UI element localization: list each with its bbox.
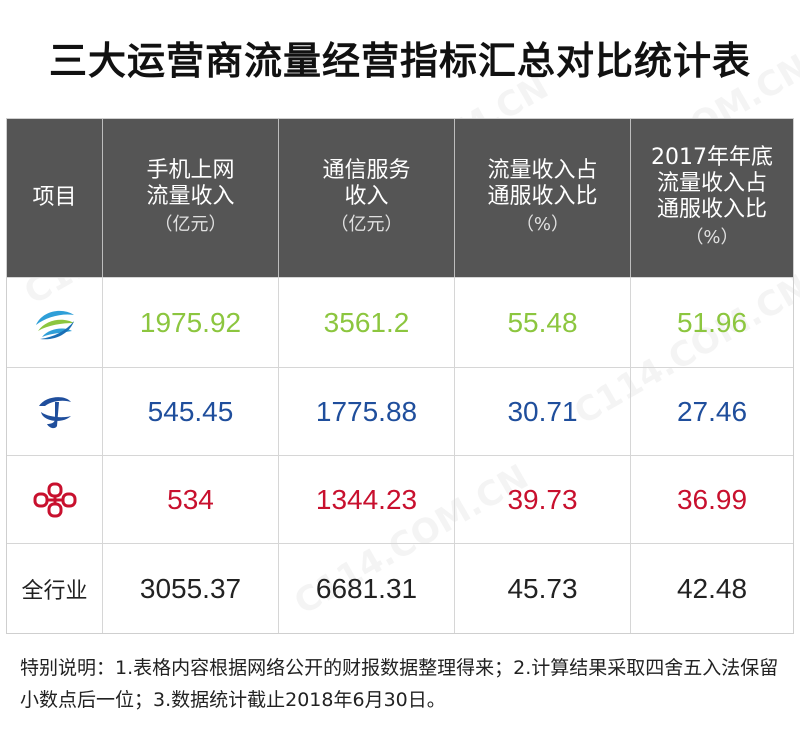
header-unit: （亿元） <box>330 214 403 235</box>
footnote: 特别说明：1.表格内容根据网络公开的财报数据整理得来；2.计算结果采取四舍五入法… <box>20 657 779 711</box>
table-row: 全行业 3055.37 6681.31 45.73 42.48 <box>7 543 793 633</box>
cell-value: 42.48 <box>676 572 748 604</box>
header-line: 2017年年底 <box>651 145 773 170</box>
header-mobile-data-revenue: 手机上网 流量收入 （亿元） <box>103 119 279 277</box>
row-logo <box>7 278 103 367</box>
table-header: 项目 手机上网 流量收入 （亿元） 通信服务 收入 （亿元） 流量收入占 通服收… <box>7 119 793 277</box>
cell-value: 27.46 <box>676 395 748 427</box>
cell-value: 36.99 <box>676 483 748 515</box>
comparison-table: 项目 手机上网 流量收入 （亿元） 通信服务 收入 （亿元） 流量收入占 通服收… <box>6 118 794 634</box>
header-item: 项目 <box>7 119 103 277</box>
header-service-revenue: 通信服务 收入 （亿元） <box>279 119 455 277</box>
header-unit: （%） <box>515 214 570 235</box>
row-logo <box>7 368 103 455</box>
china-unicom-logo-icon <box>33 482 76 517</box>
header-line: 手机上网 <box>146 158 235 183</box>
table-row: 1975.92 3561.2 55.48 51.96 <box>7 277 793 367</box>
header-line: 通信服务 <box>322 158 411 183</box>
header-unit: （亿元） <box>154 214 227 235</box>
header-line: 通服收入比 <box>487 184 598 209</box>
cell-value: 1775.88 <box>279 368 455 455</box>
header-line: 收入 <box>344 184 389 209</box>
cell-value: 6681.31 <box>279 544 455 633</box>
cell-value: 45.73 <box>455 544 631 633</box>
header-ratio-2017: 2017年年底 流量收入占 通服收入比 （%） <box>631 119 793 277</box>
cell-value: 545.45 <box>103 368 279 455</box>
table-row: 545.45 1775.88 30.71 27.46 <box>7 367 793 455</box>
cell-value: 39.73 <box>455 456 631 543</box>
cell-value: 1344.23 <box>279 456 455 543</box>
cell-value: 534 <box>103 456 279 543</box>
table-row: 534 1344.23 39.73 36.99 <box>7 455 793 543</box>
header-line: 流量收入 <box>146 184 235 209</box>
cell-value: 30.71 <box>455 368 631 455</box>
header-line: 通服收入比 <box>656 197 767 222</box>
header-line: 流量收入占 <box>487 158 598 183</box>
page-title: 三大运营商流量经营指标汇总对比统计表 <box>48 39 751 83</box>
cell-value: 3055.37 <box>103 544 279 633</box>
cell-value: 51.96 <box>676 306 748 338</box>
china-mobile-logo-icon <box>35 310 74 339</box>
row-label: 全行业 <box>7 544 103 633</box>
cell-value: 1975.92 <box>103 278 279 367</box>
header-line: 项目 <box>32 185 77 210</box>
header-unit: （%） <box>685 227 739 248</box>
row-logo <box>7 456 103 543</box>
cell-value: 55.48 <box>455 278 631 367</box>
header-ratio: 流量收入占 通服收入比 （%） <box>455 119 631 277</box>
cell-value: 3561.2 <box>279 278 455 367</box>
header-line: 流量收入占 <box>656 171 767 196</box>
china-telecom-logo-icon <box>38 396 71 428</box>
